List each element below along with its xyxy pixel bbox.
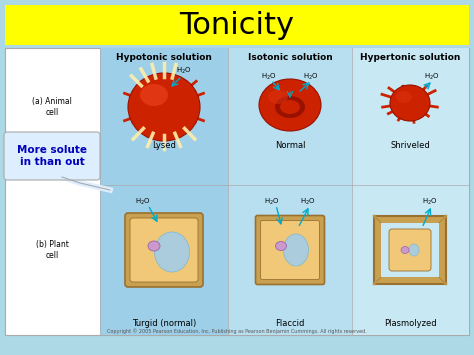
Text: H$_2$O: H$_2$O <box>135 197 151 207</box>
FancyBboxPatch shape <box>5 48 469 335</box>
FancyBboxPatch shape <box>4 132 100 180</box>
Ellipse shape <box>148 241 160 251</box>
FancyBboxPatch shape <box>261 220 319 279</box>
Ellipse shape <box>268 90 288 104</box>
Text: H$_2$O: H$_2$O <box>424 72 440 82</box>
Text: H$_2$O: H$_2$O <box>176 66 192 76</box>
Ellipse shape <box>128 73 200 141</box>
Ellipse shape <box>401 246 409 253</box>
Text: H$_2$O: H$_2$O <box>264 197 280 207</box>
Text: H$_2$O: H$_2$O <box>303 72 319 82</box>
FancyBboxPatch shape <box>130 218 198 282</box>
Text: Plasmolyzed: Plasmolyzed <box>383 318 436 328</box>
Ellipse shape <box>409 244 419 256</box>
Text: More solute
in than out: More solute in than out <box>17 145 87 167</box>
FancyBboxPatch shape <box>125 213 203 287</box>
Text: H$_2$O: H$_2$O <box>261 72 277 82</box>
FancyBboxPatch shape <box>381 223 439 277</box>
Ellipse shape <box>280 100 300 114</box>
Ellipse shape <box>275 96 305 118</box>
Text: Copyright © 2005 Pearson Education, Inc. Publishing as Pearson Benjamin Cummings: Copyright © 2005 Pearson Education, Inc.… <box>107 328 367 334</box>
Ellipse shape <box>140 84 168 106</box>
Text: Turgid (normal): Turgid (normal) <box>132 318 196 328</box>
Text: H$_2$O: H$_2$O <box>422 197 438 207</box>
Text: Hypotonic solution: Hypotonic solution <box>116 53 212 61</box>
Text: Normal: Normal <box>275 141 305 149</box>
Ellipse shape <box>275 241 286 251</box>
FancyBboxPatch shape <box>228 48 352 335</box>
Text: Hypertonic solution: Hypertonic solution <box>360 53 460 61</box>
Ellipse shape <box>390 85 430 121</box>
FancyBboxPatch shape <box>255 215 325 284</box>
FancyBboxPatch shape <box>389 229 431 271</box>
Text: H$_2$O: H$_2$O <box>300 197 316 207</box>
Ellipse shape <box>283 234 309 266</box>
FancyBboxPatch shape <box>100 48 228 335</box>
Text: Flaccid: Flaccid <box>275 318 305 328</box>
Ellipse shape <box>396 91 412 103</box>
Text: Isotonic solution: Isotonic solution <box>247 53 332 61</box>
Text: Shriveled: Shriveled <box>390 141 430 149</box>
FancyBboxPatch shape <box>5 5 469 45</box>
Text: Tonicity: Tonicity <box>180 11 294 39</box>
Text: (b) Plant
cell: (b) Plant cell <box>36 240 68 260</box>
FancyBboxPatch shape <box>352 48 469 335</box>
Ellipse shape <box>155 232 190 272</box>
Ellipse shape <box>259 79 321 131</box>
FancyBboxPatch shape <box>374 216 446 284</box>
Text: Lysed: Lysed <box>152 141 176 149</box>
Text: (a) Animal
cell: (a) Animal cell <box>32 97 72 117</box>
